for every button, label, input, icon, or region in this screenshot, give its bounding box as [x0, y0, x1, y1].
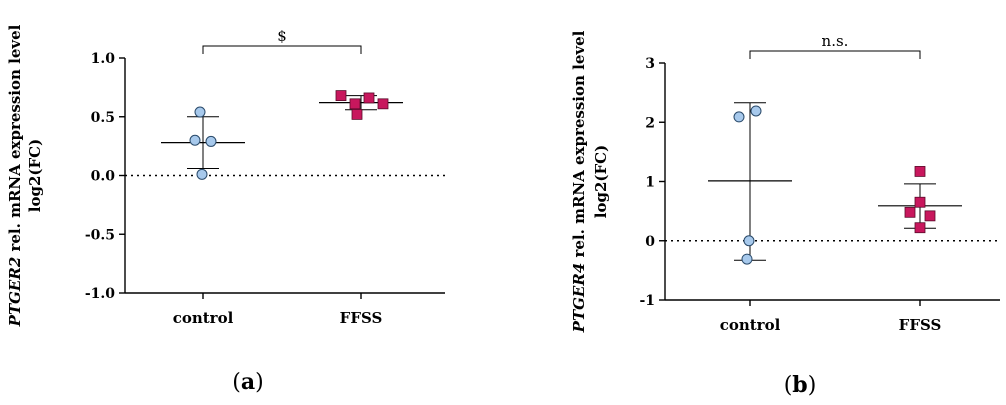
y-tick-label: 2 [645, 115, 655, 131]
y-tick-label: 1 [645, 175, 655, 191]
series-FFSS [878, 166, 962, 234]
panel-label-part: a [241, 369, 255, 395]
significance-label: n.s. [822, 32, 849, 50]
series-FFSS [319, 90, 403, 120]
panel-label: (b) [784, 372, 817, 398]
x-tick-label: FFSS [340, 309, 383, 327]
data-point [205, 135, 217, 147]
data-point [743, 235, 755, 247]
panel-label-part: ) [255, 370, 264, 395]
data-point [335, 90, 347, 101]
y-tick-label: 3 [645, 56, 655, 72]
significance-bracket [202, 45, 362, 54]
panel-b: -1 0 1 2 3 control FFSS n.s. PTGER4 rel. mRNA ex… [570, 30, 1000, 398]
y-axis-label-gene: PTGER2 [6, 257, 24, 328]
data-point [189, 134, 201, 146]
y-tick-label: 0.0 [91, 169, 116, 185]
y-tick-label: 1.0 [91, 51, 116, 67]
data-point [914, 196, 926, 208]
data-point [196, 168, 208, 180]
series-control [161, 106, 245, 180]
data-point [741, 253, 753, 265]
y-tick-label: -1 [639, 293, 655, 309]
panel-a: -1.0 -0.5 0.0 0.5 1.0 control FFSS $ PTGER2 rel.… [6, 24, 445, 395]
panel-label: (a) [232, 369, 263, 395]
y-tick-label: -1.0 [85, 286, 115, 302]
y-axis-label-line2: log2(FC) [592, 145, 610, 218]
y-axis-label-gene: PTGER4 [570, 263, 588, 334]
x-tick-label: FFSS [899, 316, 942, 334]
panel-label-part: b [792, 372, 807, 398]
panel-label-part: ( [232, 370, 241, 395]
y-tick-label: -0.5 [85, 227, 115, 243]
data-point [377, 98, 389, 110]
data-point [914, 166, 926, 177]
data-point [363, 92, 375, 104]
significance-bracket [749, 50, 921, 59]
x-tick-label: control [173, 309, 234, 327]
y-axis-label: PTGER4 rel. mRNA expression level [570, 30, 588, 333]
y-tick-label: 0.5 [91, 110, 115, 126]
data-point [351, 109, 363, 120]
y-axis-label-line2: log2(FC) [26, 139, 44, 212]
y-axis-label-rest: rel. mRNA expression level [570, 30, 588, 262]
y-tick-label: 0 [645, 234, 655, 250]
data-point [914, 222, 926, 234]
y-axis-label: PTGER2 rel. mRNA expression level [6, 24, 24, 327]
panel-label-part: ( [784, 373, 793, 398]
data-point [349, 98, 361, 110]
y-axis-label-rest: rel. mRNA expression level [6, 24, 24, 256]
data-point [733, 111, 745, 123]
data-point [194, 106, 206, 118]
data-point [904, 206, 916, 218]
x-tick-label: control [720, 316, 781, 334]
data-point [924, 210, 936, 222]
series-control [708, 102, 792, 265]
significance-label: $ [277, 27, 287, 45]
panel-label-part: ) [808, 373, 817, 398]
data-point [750, 105, 762, 117]
